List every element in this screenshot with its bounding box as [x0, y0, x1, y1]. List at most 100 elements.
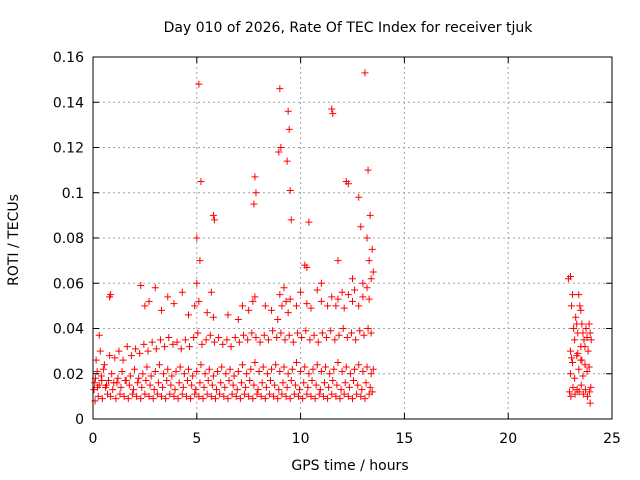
data-point	[129, 386, 137, 394]
axis-ticks: 0 5 10 15 20 25 0 0.02 0.04 0.06 0.08 0.1 0.12 0.14 0.…	[53, 50, 621, 447]
data-point	[196, 257, 204, 265]
data-point	[333, 381, 341, 389]
data-point	[335, 331, 343, 339]
data-point	[238, 302, 246, 310]
data-point	[349, 297, 356, 305]
data-point	[247, 365, 255, 373]
data-point	[231, 334, 239, 342]
data-point	[340, 304, 348, 312]
data-point	[326, 370, 334, 378]
data-point	[568, 302, 576, 310]
data-point	[328, 105, 336, 113]
data-point	[182, 392, 190, 400]
data-point	[297, 288, 305, 296]
data-point	[583, 367, 591, 375]
data-point	[94, 392, 102, 400]
data-point	[576, 302, 584, 310]
data-point	[203, 390, 211, 398]
data-point	[154, 379, 162, 387]
data-point	[208, 381, 216, 389]
data-point	[240, 331, 248, 339]
data-point	[151, 367, 159, 375]
data-point	[282, 297, 290, 305]
data-point	[340, 390, 348, 398]
data-point	[174, 395, 182, 403]
data-point	[229, 381, 237, 389]
data-point	[356, 327, 364, 335]
data-point	[121, 377, 129, 385]
data-point	[180, 370, 188, 378]
data-point	[364, 166, 372, 174]
data-point	[272, 361, 280, 369]
data-point	[296, 386, 304, 394]
data-point	[346, 370, 354, 378]
data-point	[255, 367, 263, 375]
data-point	[136, 349, 144, 357]
data-point	[123, 343, 131, 351]
data-point	[359, 293, 367, 301]
data-point	[350, 377, 358, 385]
data-point	[290, 390, 298, 398]
data-point	[219, 340, 227, 348]
data-point	[281, 336, 289, 344]
data-point	[251, 293, 259, 301]
data-point	[334, 257, 342, 265]
data-point	[178, 390, 186, 398]
y-tick-label: 0.04	[53, 322, 84, 338]
data-point	[344, 392, 352, 400]
data-point	[285, 331, 293, 339]
data-point	[262, 383, 270, 391]
data-point	[293, 329, 301, 337]
data-point	[309, 365, 317, 373]
data-point	[278, 390, 286, 398]
data-point	[325, 383, 333, 391]
data-point	[586, 399, 594, 407]
data-point	[575, 365, 583, 373]
data-point	[303, 390, 311, 398]
data-point	[190, 334, 198, 342]
data-point	[277, 144, 285, 151]
data-point	[586, 388, 594, 396]
data-point	[209, 313, 217, 321]
data-point	[276, 367, 284, 375]
data-point	[268, 306, 276, 314]
data-point	[268, 365, 276, 373]
data-point	[137, 282, 145, 290]
data-point	[343, 334, 351, 342]
data-point	[359, 279, 367, 287]
data-point	[283, 383, 291, 391]
data-point	[583, 334, 591, 342]
data-point	[565, 388, 573, 396]
data-point	[359, 367, 367, 375]
data-point	[344, 180, 352, 188]
data-point	[148, 338, 156, 346]
data-point	[172, 367, 180, 375]
data-point	[585, 363, 593, 371]
data-point	[284, 370, 292, 378]
data-point	[280, 363, 288, 371]
data-point	[352, 336, 360, 344]
data-point	[355, 193, 363, 201]
data-point	[107, 291, 115, 299]
data-point	[116, 390, 124, 398]
data-point	[115, 347, 123, 355]
data-point	[357, 223, 365, 231]
data-point	[176, 363, 184, 371]
data-point	[223, 336, 231, 344]
data-point	[263, 370, 271, 378]
data-point	[107, 392, 115, 400]
y-tick-label: 0.02	[53, 367, 84, 383]
data-point	[582, 325, 590, 332]
data-point	[220, 392, 228, 400]
data-point	[286, 295, 294, 303]
data-point	[128, 390, 136, 398]
data-point	[331, 336, 339, 344]
data-point	[273, 334, 281, 342]
data-point	[248, 329, 256, 337]
data-point	[256, 338, 264, 346]
y-tick-label: 0.06	[53, 276, 84, 292]
y-axis-label: ROTI / TECUs	[6, 194, 22, 286]
data-point	[200, 383, 208, 391]
data-point	[303, 263, 311, 271]
data-point	[360, 331, 368, 339]
